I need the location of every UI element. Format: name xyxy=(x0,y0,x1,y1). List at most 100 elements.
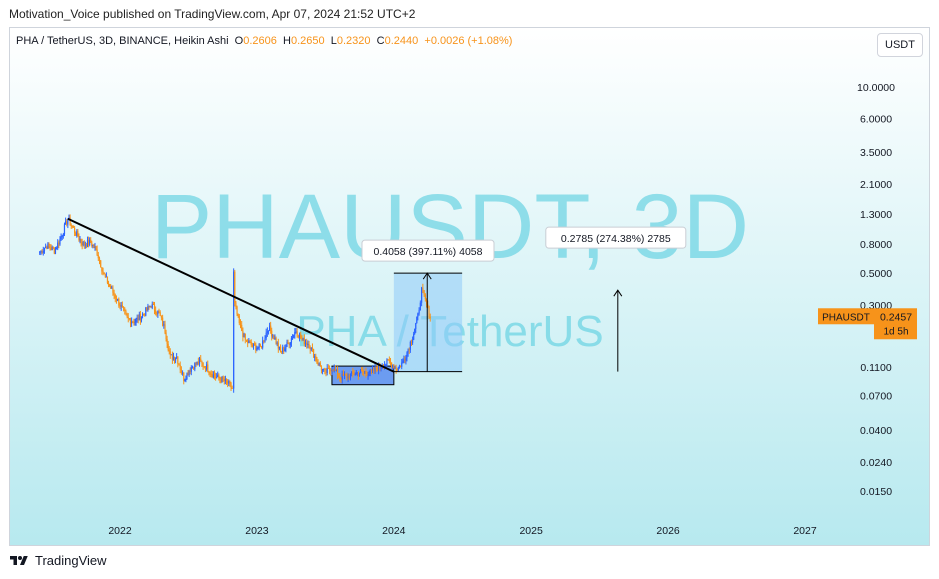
time-axis[interactable]: 2022 2023 2024 2025 2026 2027 xyxy=(108,525,817,537)
candle-body xyxy=(104,274,106,277)
candle-body xyxy=(308,344,310,348)
legend-open-label: O xyxy=(234,35,244,47)
candle-body xyxy=(109,284,111,287)
candle-body xyxy=(311,347,314,350)
candle-body xyxy=(145,307,147,316)
candle-body xyxy=(417,313,419,317)
candle-body xyxy=(223,379,225,382)
candle-body xyxy=(249,341,251,343)
candle-body xyxy=(228,381,230,384)
candle-body xyxy=(282,347,284,352)
candle-body xyxy=(364,371,366,373)
candle-body xyxy=(241,324,243,331)
candle-body xyxy=(370,370,373,372)
candle-body xyxy=(235,302,237,307)
candle-body xyxy=(355,372,357,375)
candle-body xyxy=(412,339,414,343)
price-axis[interactable]: 10.0000 6.0000 3.5000 2.1000 1.3000 0.8000 0.5… xyxy=(818,82,917,498)
candle-body xyxy=(363,371,365,373)
candle-body xyxy=(315,356,317,361)
candle-body xyxy=(120,305,122,307)
candle-body xyxy=(349,373,352,379)
candle-body xyxy=(242,330,244,338)
time-tick-label: 2025 xyxy=(519,525,543,537)
candle-body xyxy=(295,331,297,333)
candle-body xyxy=(269,325,271,331)
measure-box[interactable] xyxy=(393,273,463,372)
candle-body xyxy=(276,342,278,344)
price-tick-label: 0.0700 xyxy=(860,390,892,402)
candle-body xyxy=(266,331,268,333)
candle-body xyxy=(415,323,417,329)
candle-body xyxy=(353,373,355,375)
candle-body xyxy=(72,226,75,228)
candle-body xyxy=(203,366,205,368)
candle-body xyxy=(288,343,290,346)
candle-body xyxy=(369,370,371,374)
candle-body xyxy=(306,342,308,345)
candle-body xyxy=(42,250,44,253)
candle-body xyxy=(122,306,125,309)
candle-body xyxy=(209,373,211,375)
candle-body xyxy=(265,332,267,339)
chart-frame[interactable]: PHAUSDT, 3D PHA / TetherUS 0.4058 (397.1… xyxy=(9,27,930,546)
candle-body xyxy=(157,310,159,314)
candle-body xyxy=(217,374,219,377)
candle-body xyxy=(193,367,195,370)
candle-body xyxy=(413,333,415,340)
candle-body xyxy=(394,367,396,369)
candle-body xyxy=(133,321,135,324)
candle-body xyxy=(61,235,63,237)
candle-body xyxy=(385,364,387,366)
currency-button[interactable]: USDT xyxy=(877,33,923,57)
candle-body xyxy=(80,239,82,243)
candle-body xyxy=(372,368,374,371)
candle-body xyxy=(237,314,239,316)
candle-body xyxy=(346,374,348,379)
candle-body xyxy=(118,298,120,306)
candle-body xyxy=(272,335,274,337)
candle-body xyxy=(283,347,285,352)
candle-body xyxy=(354,374,356,376)
candle-body xyxy=(97,254,99,259)
price-tick-label: 0.1100 xyxy=(860,362,891,374)
price-tick-label: 1.3000 xyxy=(860,209,892,221)
candle-body xyxy=(300,334,302,339)
candle-body xyxy=(373,368,375,371)
candle-body xyxy=(102,271,104,273)
time-tick-label: 2027 xyxy=(793,525,817,537)
candle-body xyxy=(127,316,129,319)
candle-body xyxy=(357,372,360,376)
candle-body xyxy=(148,305,150,307)
candle-body xyxy=(94,247,96,249)
candle-body xyxy=(82,241,84,246)
candle-body xyxy=(380,367,382,369)
candle-body xyxy=(342,373,344,376)
measure-arrowhead xyxy=(422,272,432,280)
candle-body xyxy=(222,376,224,380)
candle-body xyxy=(376,368,379,371)
candle-body xyxy=(252,343,255,347)
last-price-symbol-tag xyxy=(818,308,874,325)
candle-body xyxy=(195,363,197,365)
candle-body xyxy=(389,360,392,363)
downtrend-line[interactable] xyxy=(67,217,395,373)
candle-body xyxy=(169,351,171,355)
candle-body xyxy=(190,367,192,372)
chart-canvas[interactable]: PHAUSDT, 3D PHA / TetherUS 0.4058 (397.1… xyxy=(10,28,929,545)
candle-body xyxy=(184,379,186,382)
candle-body xyxy=(314,356,316,358)
candle-body xyxy=(187,372,189,376)
candle-body xyxy=(162,317,164,326)
candle-body xyxy=(204,366,207,370)
candle-body xyxy=(303,337,305,345)
candle-body xyxy=(421,287,423,303)
candle-body xyxy=(327,367,329,369)
candle-body xyxy=(291,337,294,339)
price-tick-label: 0.5000 xyxy=(860,268,892,280)
candle-body xyxy=(53,248,55,254)
candle-body xyxy=(132,321,134,323)
candle-body xyxy=(59,238,61,245)
candle-body xyxy=(325,369,327,374)
candle-body xyxy=(178,363,180,366)
